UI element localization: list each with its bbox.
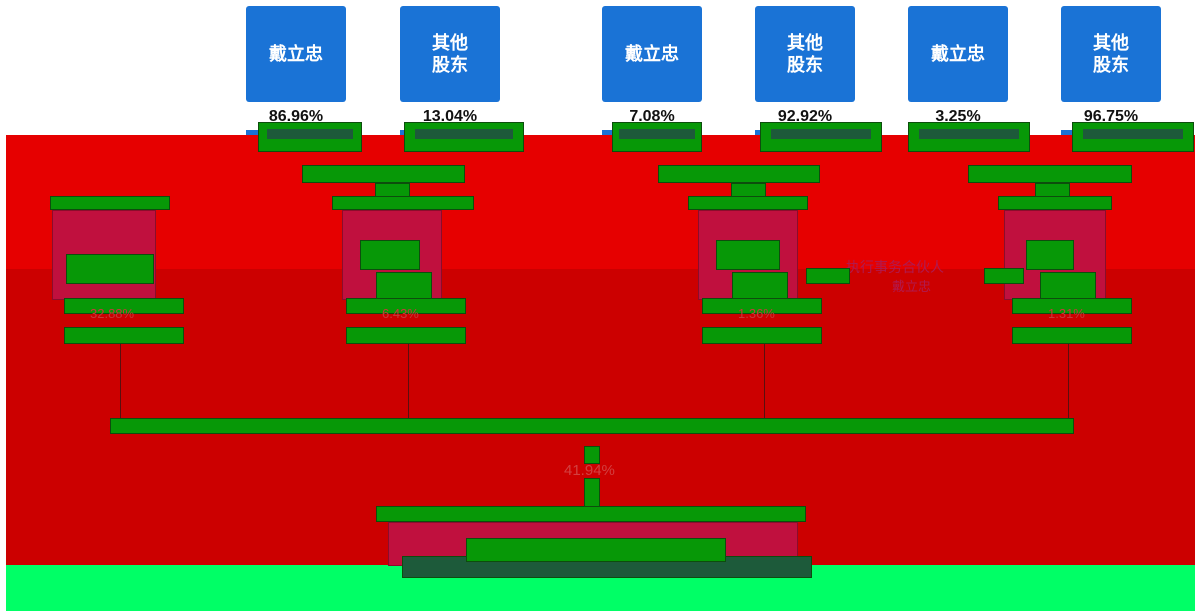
company-name-bar bbox=[360, 240, 420, 270]
company-header-bar bbox=[332, 196, 474, 210]
stem-bar bbox=[584, 446, 600, 464]
merge-bar bbox=[658, 165, 820, 183]
executive-partner-label: 执行事务合伙人 bbox=[846, 259, 944, 275]
connector-line bbox=[120, 344, 121, 420]
merge-bar bbox=[968, 165, 1132, 183]
company-sub-bar bbox=[346, 298, 466, 314]
connector-bar bbox=[404, 122, 524, 152]
shareholder-node-5[interactable]: 戴立忠 bbox=[908, 6, 1008, 102]
company-header-bar bbox=[998, 196, 1112, 210]
connector-bar bbox=[760, 122, 882, 152]
stem-bar bbox=[584, 478, 600, 508]
shareholder-name: 戴立忠 bbox=[625, 44, 679, 64]
connector-line bbox=[1068, 344, 1069, 420]
company-sub-bar bbox=[1012, 298, 1132, 314]
company-percent-1: 32.88% bbox=[90, 306, 135, 321]
connector-bar bbox=[258, 122, 362, 152]
shareholder-node-1[interactable]: 戴立忠 bbox=[246, 6, 346, 102]
company-name-bar bbox=[716, 240, 780, 270]
company-percent-2: 6.43% bbox=[382, 306, 419, 321]
company-footer-bar bbox=[64, 327, 184, 344]
company-footer-bar bbox=[702, 327, 822, 344]
shareholder-name-line2: 股东 bbox=[432, 55, 468, 75]
final-percent: 41.94% bbox=[564, 462, 615, 479]
shareholder-name-line1: 其他 bbox=[432, 33, 468, 53]
company-percent-3: 1.36% bbox=[738, 306, 775, 321]
shareholder-name: 戴立忠 bbox=[269, 44, 323, 64]
connector-bar bbox=[908, 122, 1030, 152]
shareholder-node-3[interactable]: 戴立忠 bbox=[602, 6, 702, 102]
company-sub-bar bbox=[376, 272, 432, 300]
company-footer-bar bbox=[1012, 327, 1132, 344]
bottom-merge-bar bbox=[110, 418, 1074, 434]
company-footer-bar bbox=[346, 327, 466, 344]
annotation-bar bbox=[984, 268, 1024, 284]
company-sub-bar bbox=[732, 272, 788, 300]
connector-bar bbox=[1072, 122, 1194, 152]
final-header-bar bbox=[376, 506, 806, 522]
company-header-bar bbox=[50, 196, 170, 210]
company-header-bar bbox=[688, 196, 808, 210]
annotation-bar bbox=[806, 268, 850, 284]
executive-partner-name: 戴立忠 bbox=[892, 279, 932, 294]
company-percent-4: 1.31% bbox=[1048, 306, 1085, 321]
shareholder-name-line1: 其他 bbox=[787, 33, 823, 53]
company-sub-bar bbox=[64, 298, 184, 314]
connector-line bbox=[764, 344, 765, 420]
company-sub-bar bbox=[702, 298, 822, 314]
connector-bar bbox=[612, 122, 702, 152]
company-name-bar bbox=[66, 254, 154, 284]
final-name-bar bbox=[466, 538, 726, 562]
shareholder-name-line2: 股东 bbox=[787, 55, 823, 75]
header-background bbox=[0, 0, 1195, 135]
shareholder-name-line1: 其他 bbox=[1093, 33, 1129, 53]
shareholder-node-4[interactable]: 其他 股东 bbox=[755, 6, 855, 102]
merge-bar bbox=[302, 165, 465, 183]
company-name-bar bbox=[1026, 240, 1074, 270]
shareholder-node-2[interactable]: 其他 股东 bbox=[400, 6, 500, 102]
shareholder-name-line2: 股东 bbox=[1093, 55, 1129, 75]
diagram-band-upper bbox=[6, 135, 1195, 269]
company-sub-bar bbox=[1040, 272, 1096, 300]
shareholder-name: 戴立忠 bbox=[931, 44, 985, 64]
connector-line bbox=[408, 344, 409, 420]
shareholder-node-6[interactable]: 其他 股东 bbox=[1061, 6, 1161, 102]
